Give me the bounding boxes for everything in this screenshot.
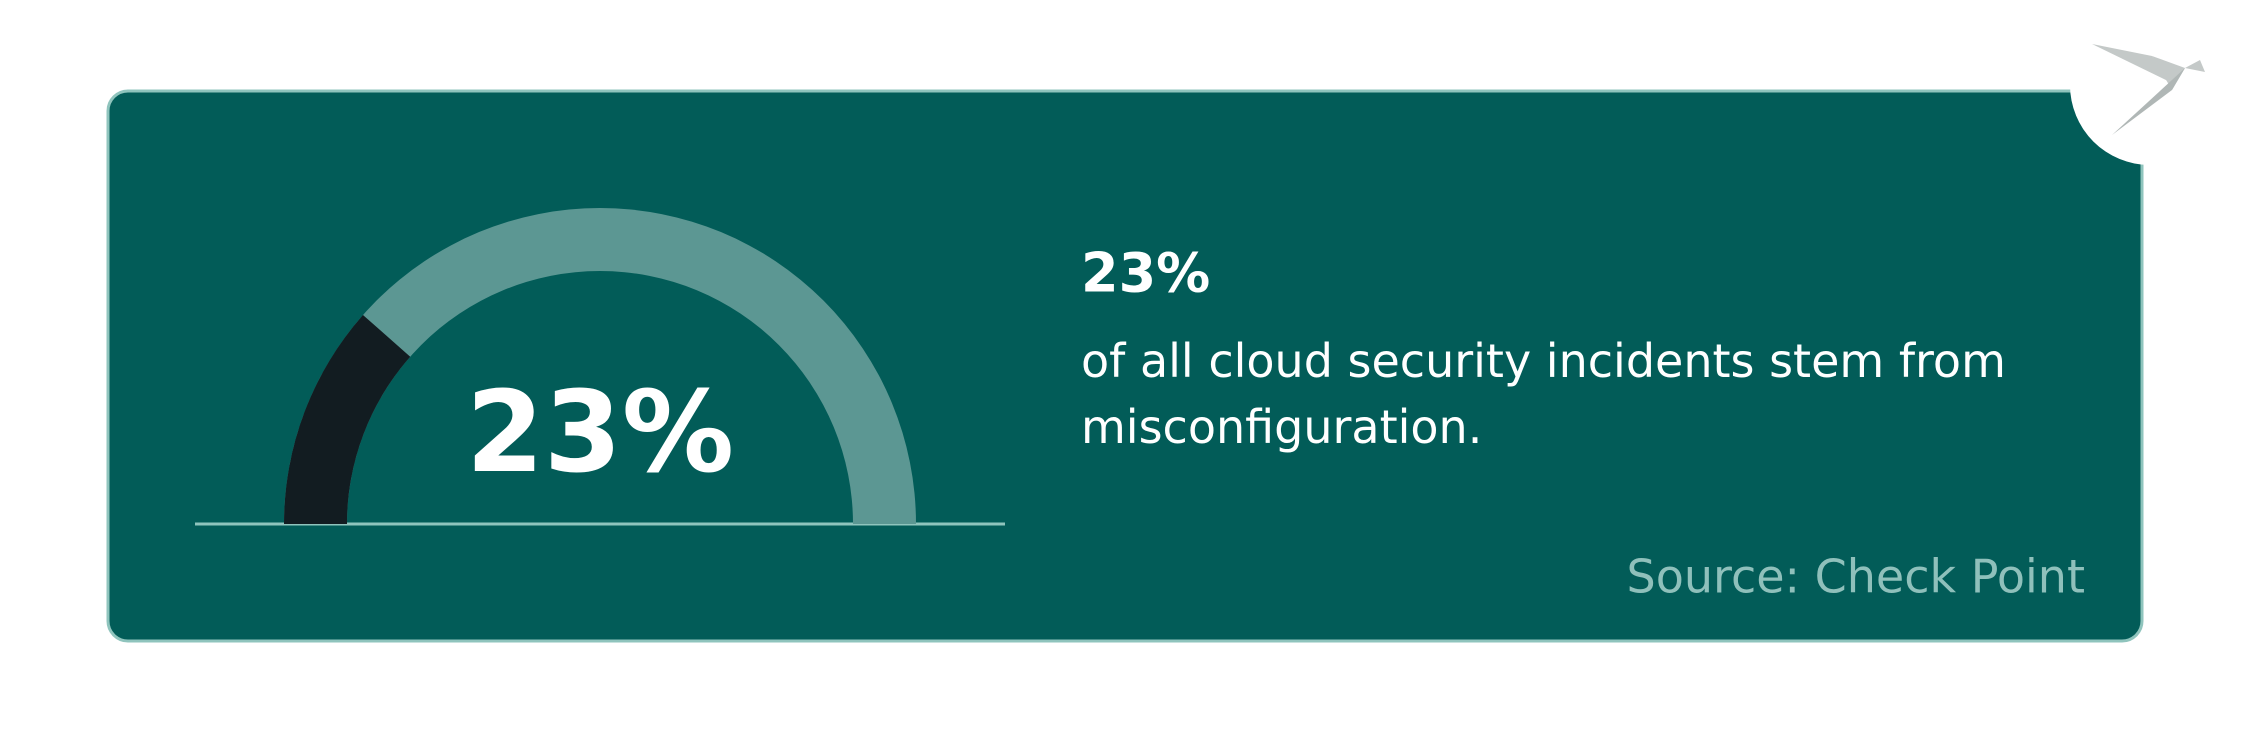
corner-cutout xyxy=(2070,5,2230,165)
gauge-value xyxy=(284,315,411,524)
bird-logo xyxy=(2092,44,2205,135)
gauge-track xyxy=(284,208,916,524)
gauge-value-label: 23% xyxy=(466,368,734,498)
gauge xyxy=(284,208,916,524)
description: of all cloud security incidents stem fro… xyxy=(1081,334,2006,454)
headline: 23% xyxy=(1081,242,1210,305)
source: Source: Check Point xyxy=(1627,550,2085,604)
